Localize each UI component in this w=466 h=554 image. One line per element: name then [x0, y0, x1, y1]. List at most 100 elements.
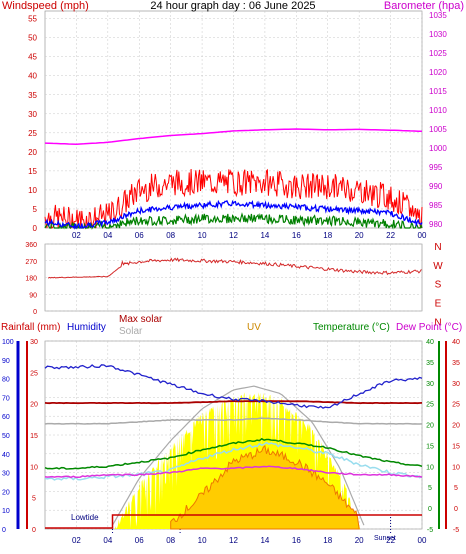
humidity-line — [44, 364, 423, 409]
temp-tick-label: 0 — [428, 506, 432, 513]
wind-tick-label: 0 — [33, 224, 38, 233]
baro-tick-label: 1010 — [429, 106, 447, 115]
multi-x-tick-label: 02 — [72, 536, 81, 545]
multi-x-tick-label: 18 — [323, 536, 332, 545]
tick-labels: 0510152025303540455055980985990995100010… — [2, 11, 460, 545]
dew-tick-label: 35 — [452, 360, 460, 367]
humidity-tick-label: 30 — [2, 471, 10, 478]
apparent-temperature-line — [44, 441, 423, 481]
humidity-tick-label: 90 — [2, 358, 10, 365]
direction-compass-label: N — [434, 242, 441, 253]
wind-x-tick-label: 20 — [355, 231, 364, 240]
dewpoint-label: Dew Point (°C) — [396, 322, 462, 333]
wind-tick-label: 50 — [28, 34, 37, 43]
lowtide-label: Lowtide — [71, 513, 99, 522]
direction-compass-label: S — [435, 280, 442, 291]
temp-tick-label: 40 — [426, 339, 434, 346]
temp-tick-label: 35 — [426, 360, 434, 367]
direction-tick-label: 270 — [25, 259, 37, 266]
rain-tick-label: 5 — [32, 496, 36, 503]
wind-x-tick-label: 06 — [135, 231, 144, 240]
direction-compass-label: E — [435, 299, 442, 310]
series-lines — [44, 128, 423, 529]
rain-tick-label: 25 — [30, 370, 38, 377]
wind-x-tick-label: 08 — [166, 231, 175, 240]
humidity-tick-label: 70 — [2, 395, 10, 402]
baro-tick-label: 980 — [429, 220, 443, 229]
dew-tick-label: 40 — [452, 339, 460, 346]
temp-tick-label: 25 — [426, 402, 434, 409]
temp-tick-label: -5 — [427, 527, 433, 534]
wind-x-tick-label: 18 — [323, 231, 332, 240]
wind-gust-line — [44, 168, 423, 230]
baro-tick-label: 1020 — [429, 68, 447, 77]
maxsolar-label: Max solar — [119, 314, 163, 325]
direction-compass-label: N — [434, 317, 441, 328]
dew-tick-label: 10 — [452, 464, 460, 471]
humidity-label: Humidity — [67, 322, 106, 333]
wind-tick-label: 35 — [28, 91, 37, 100]
wind-x-tick-label: 22 — [386, 231, 395, 240]
wind-x-tick-label: 04 — [103, 231, 112, 240]
baro-tick-label: 1025 — [429, 49, 447, 58]
rainfall-line — [45, 514, 422, 529]
solar-fill — [112, 392, 364, 530]
dew-tick-label: 15 — [452, 443, 460, 450]
humidity-tick-label: 0 — [2, 527, 6, 534]
multi-x-tick-label: 20 — [355, 536, 364, 545]
baro-tick-label: 1015 — [429, 87, 447, 96]
wind-x-tick-label: 16 — [292, 231, 301, 240]
dew-tick-label: 20 — [452, 423, 460, 430]
dewpoint-line — [44, 465, 423, 479]
rain-tick-label: 15 — [30, 433, 38, 440]
direction-line — [47, 257, 422, 279]
rain-tick-label: 20 — [30, 402, 38, 409]
baro-tick-label: 985 — [429, 201, 443, 210]
wind-x-tick-label: 12 — [229, 231, 238, 240]
wind-average-line — [44, 199, 423, 230]
barometer-line — [44, 128, 423, 145]
dew-tick-label: 0 — [454, 506, 458, 513]
temperature-label: Temperature (°C) — [313, 322, 390, 333]
wind-tick-label: 10 — [28, 186, 37, 195]
wind-tick-label: 40 — [28, 72, 37, 81]
temp-tick-label: 30 — [426, 381, 434, 388]
humidity-tick-label: 10 — [2, 508, 10, 515]
multi-x-tick-label: 12 — [229, 536, 238, 545]
wind-axis-label: Windspeed (mph) — [2, 0, 89, 12]
temperature-line — [44, 437, 423, 470]
rain-tick-label: 30 — [30, 339, 38, 346]
multi-x-tick-label: 10 — [198, 536, 207, 545]
wind-tick-label: 5 — [33, 205, 38, 214]
humidity-tick-label: 60 — [2, 414, 10, 421]
wind-tick-label: 25 — [28, 129, 37, 138]
temp-tick-label: 15 — [426, 443, 434, 450]
humidity-tick-label: 20 — [2, 489, 10, 496]
wind-x-tick-label: 14 — [260, 231, 269, 240]
rain-tick-label: 10 — [30, 464, 38, 471]
temp-tick-label: 10 — [426, 464, 434, 471]
baro-tick-label: 995 — [429, 163, 443, 172]
solar-baseline-line — [44, 417, 423, 425]
humidity-tick-label: 40 — [2, 452, 10, 459]
wind-tick-label: 15 — [28, 167, 37, 176]
multi-x-tick-label: 14 — [260, 536, 269, 545]
solar-label: Solar — [119, 326, 143, 337]
wind-tick-label: 20 — [28, 148, 37, 157]
wind-tick-label: 45 — [28, 53, 37, 62]
sunset-label: Sunset — [374, 535, 396, 542]
temp-tick-label: 5 — [428, 485, 432, 492]
direction-tick-label: 90 — [29, 292, 37, 299]
multi-x-tick-label: 06 — [135, 536, 144, 545]
wind-tick-label: 55 — [28, 15, 37, 24]
multi-x-tick-label: 08 — [166, 536, 175, 545]
baro-tick-label: 1000 — [429, 144, 447, 153]
uv-label: UV — [247, 322, 261, 333]
wind-low-line — [44, 212, 423, 230]
dew-tick-label: 5 — [454, 485, 458, 492]
chart-title: 24 hour graph day : 06 June 2025 — [150, 0, 315, 12]
multi-x-tick-label: 16 — [292, 536, 301, 545]
multi-x-tick-label: 22 — [386, 536, 395, 545]
baro-axis-label: Barometer (hpa) — [384, 0, 464, 12]
